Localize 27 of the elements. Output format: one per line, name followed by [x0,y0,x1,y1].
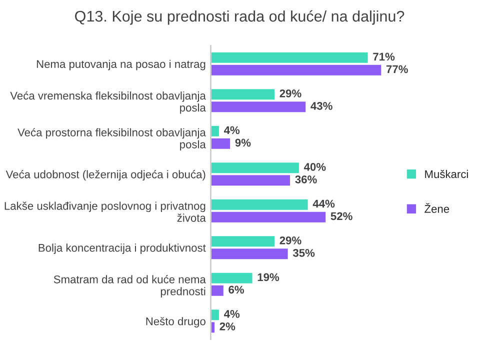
y-tick-label: Veća vremenska fleksibilnost obavljanja posla [10,91,206,114]
data-label: 35% [292,248,315,257]
data-label: 44% [312,200,335,208]
data-label: 4% [224,126,240,134]
y-tick-label: Nešto drugo [146,317,206,328]
data-label: 36% [295,175,317,184]
y-tick-label: Bolja koncentracija i produktivnost [38,244,206,254]
data-label: 77% [386,65,408,74]
y-tick-label: Nema putovanja na posao i natrag [36,60,206,70]
legend-label: Muškarci [425,170,468,178]
data-label: 29% [280,236,302,244]
y-tick-label: Veća prostorna fleksibilnost obavljanja posla [18,128,206,151]
legend-label: Žene [424,203,450,213]
y-tick-label: Smatram da rad od kuće nema prednosti [54,275,206,298]
data-label: 40% [304,162,326,171]
chart-title: Q13. Koje su prednosti rada od kuće/ na daljinu? [75,10,404,25]
y-tick-label: Veća udobnost (ležernija odjeća i obuća) [6,170,206,181]
data-label: 9% [235,138,251,147]
data-label: 43% [310,102,332,110]
y-tick-label: Lakše usklađivanje poslovnog i privatnog života [4,202,206,222]
data-label: 4% [224,310,240,318]
data-label: 2% [220,322,236,330]
data-label: 29% [280,89,302,98]
data-label: 19% [258,273,280,282]
data-label: 6% [228,286,244,294]
data-label: 52% [330,212,352,220]
data-label: 71% [373,52,395,61]
